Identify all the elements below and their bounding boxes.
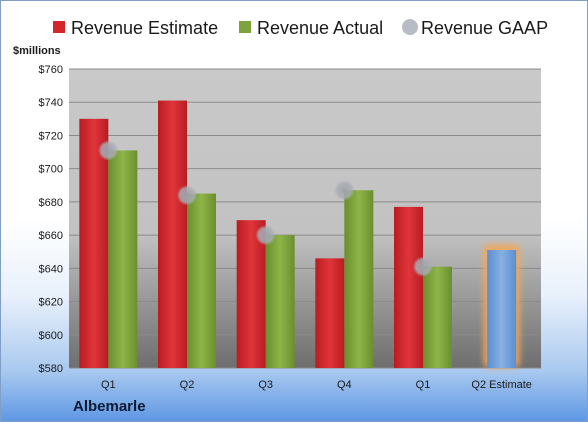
y-tick-label: $740: [39, 97, 63, 109]
plot-area: [69, 69, 541, 368]
y-tick-label: $700: [39, 164, 63, 176]
x-category-label: Q3: [258, 379, 273, 391]
y-tick-label: $620: [39, 297, 63, 309]
legend-marker-gaap: [402, 19, 418, 35]
x-category-label: Q2: [180, 379, 195, 391]
bar-revenue-estimate: [394, 206, 423, 368]
legend-swatch-actual: [239, 21, 251, 33]
bar-revenue-actual: [108, 150, 138, 368]
gaap-markers: [98, 140, 433, 277]
legend-label-estimate: Revenue Estimate: [71, 18, 218, 38]
y-tick-label: $580: [39, 363, 63, 375]
y-unit-label: $millions: [13, 45, 61, 57]
gaap-marker: [255, 225, 276, 246]
company-name: Albemarle: [73, 398, 146, 415]
y-tick-label: $660: [39, 230, 63, 242]
x-category-label: Q4: [337, 379, 352, 391]
y-tick-label: $680: [39, 197, 63, 209]
bar-revenue-actual: [187, 193, 216, 368]
y-tick-label: $760: [39, 64, 63, 76]
y-tick-label: $720: [39, 130, 63, 142]
bar-revenue-estimate: [79, 118, 109, 368]
gaap-marker: [98, 140, 119, 161]
legend: Revenue Estimate Revenue Actual Revenue …: [53, 18, 548, 38]
x-axis-categories: Q1 Q2 Q3 Q4 Q1 Q2 Estimate: [101, 379, 532, 391]
bar-q2-estimate: [487, 250, 517, 368]
bar-revenue-actual: [265, 235, 295, 368]
y-tick-label: $640: [39, 263, 63, 275]
bar-revenue-actual: [423, 266, 452, 368]
bar-revenue-actual: [344, 190, 374, 368]
bar-revenue-estimate: [158, 100, 187, 369]
gaap-marker: [334, 180, 355, 201]
legend-label-actual: Revenue Actual: [257, 18, 383, 38]
gridlines: [69, 68, 541, 369]
bars: [79, 100, 521, 369]
y-axis-ticks: $580 $600 $620 $640 $660 $680 $700 $720 $740 $760: [39, 64, 63, 375]
gaap-marker: [413, 256, 433, 277]
bar-revenue-estimate: [315, 258, 345, 368]
y-tick-label: $600: [39, 330, 63, 342]
x-category-label: Q2 Estimate: [471, 379, 532, 391]
gaap-marker: [177, 185, 197, 206]
x-category-label: Q1: [416, 379, 431, 391]
x-category-label: Q1: [101, 379, 116, 391]
legend-swatch-estimate: [53, 21, 65, 33]
bar-revenue-estimate: [236, 220, 266, 368]
legend-label-gaap: Revenue GAAP: [421, 18, 548, 38]
